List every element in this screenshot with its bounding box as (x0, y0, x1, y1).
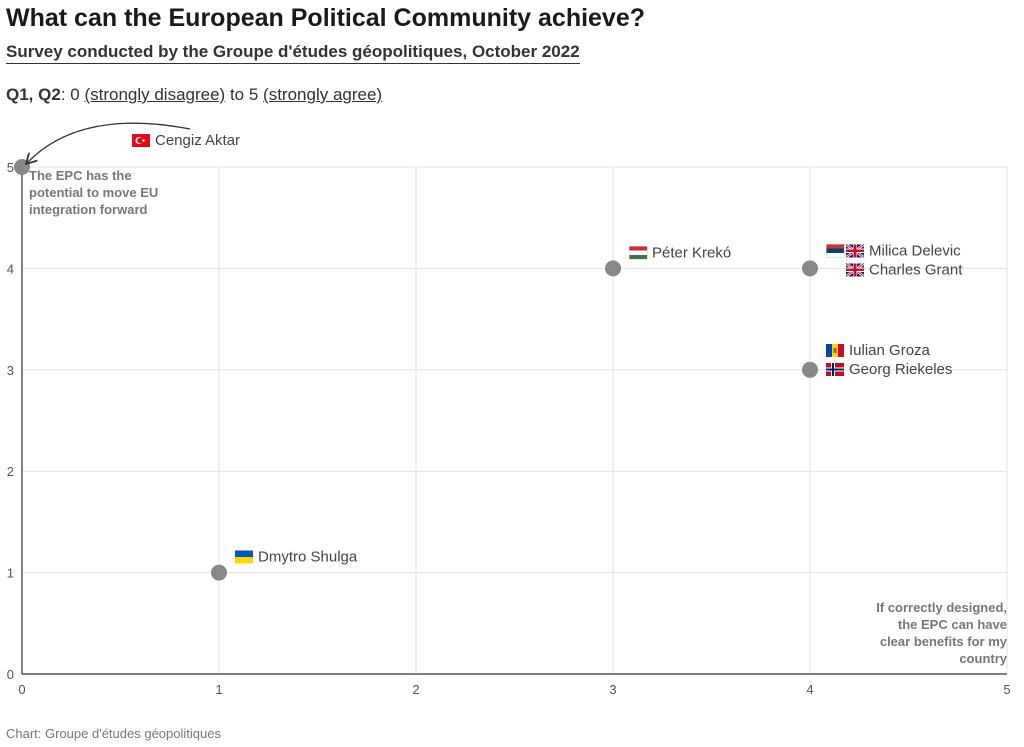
point-label: Dmytro Shulga (258, 549, 358, 566)
y-tick-label: 0 (7, 667, 14, 682)
point-label: Milica Delevic (869, 242, 961, 259)
scale-questions: Q1, Q2 (6, 85, 61, 104)
point-label: Péter Krekó (652, 244, 731, 261)
flag-gb-icon (845, 262, 865, 278)
scale-high-label[interactable]: (strongly agree) (263, 85, 383, 104)
chart-title: What can the European Political Communit… (6, 4, 646, 32)
data-point (802, 361, 818, 378)
point-label: Cengiz Aktar (155, 132, 240, 149)
y-tick-label: 2 (7, 464, 14, 479)
y-tick-label: 5 (7, 160, 14, 175)
callout-arrow (27, 122, 191, 163)
annotation-text: The EPC has the (29, 168, 132, 183)
flag-gb-icon (845, 243, 865, 259)
data-point (14, 159, 30, 175)
data-point (802, 260, 818, 277)
flag-no-icon (826, 362, 844, 376)
scale-separator: : 0 (60, 85, 85, 104)
flag-ua-icon (235, 550, 253, 564)
y-tick-label: 4 (7, 261, 14, 276)
annotation-text: the EPC can have (898, 617, 1007, 632)
x-tick-label: 1 (215, 682, 222, 697)
x-tick-label: 4 (806, 682, 813, 697)
x-tick-label: 0 (18, 682, 25, 697)
annotation-text: country (959, 651, 1007, 666)
flag-tr-icon (132, 134, 150, 147)
chart-subtitle[interactable]: Survey conducted by the Groupe d'études … (6, 42, 580, 64)
x-tick-label: 3 (609, 682, 616, 697)
annotation-text: integration forward (29, 202, 148, 217)
chart-source: Chart: Groupe d'études géopolitiques (6, 726, 221, 741)
x-tick-label: 2 (412, 682, 419, 697)
flag-hu-icon (628, 246, 648, 260)
flag-rs-icon (825, 244, 845, 258)
data-point (605, 260, 621, 277)
data-point (211, 564, 227, 581)
scale-low-label[interactable]: (strongly disagree) (84, 85, 226, 104)
flag-md-icon (826, 343, 844, 357)
x-tick-label: 5 (1003, 682, 1010, 697)
point-label: Georg Riekeles (849, 361, 952, 378)
point-label: Iulian Groza (849, 342, 931, 359)
y-tick-label: 1 (7, 566, 14, 581)
point-label: Charles Grant (869, 261, 963, 278)
annotation-text: clear benefits for my (880, 634, 1008, 649)
scale-note: Q1, Q2: 0 (strongly disagree) to 5 (stro… (6, 85, 382, 105)
scale-mid: to 5 (225, 85, 264, 104)
annotation-text: potential to move EU (29, 185, 158, 200)
y-tick-label: 3 (7, 363, 14, 378)
annotation-text: If correctly designed, (876, 600, 1007, 615)
